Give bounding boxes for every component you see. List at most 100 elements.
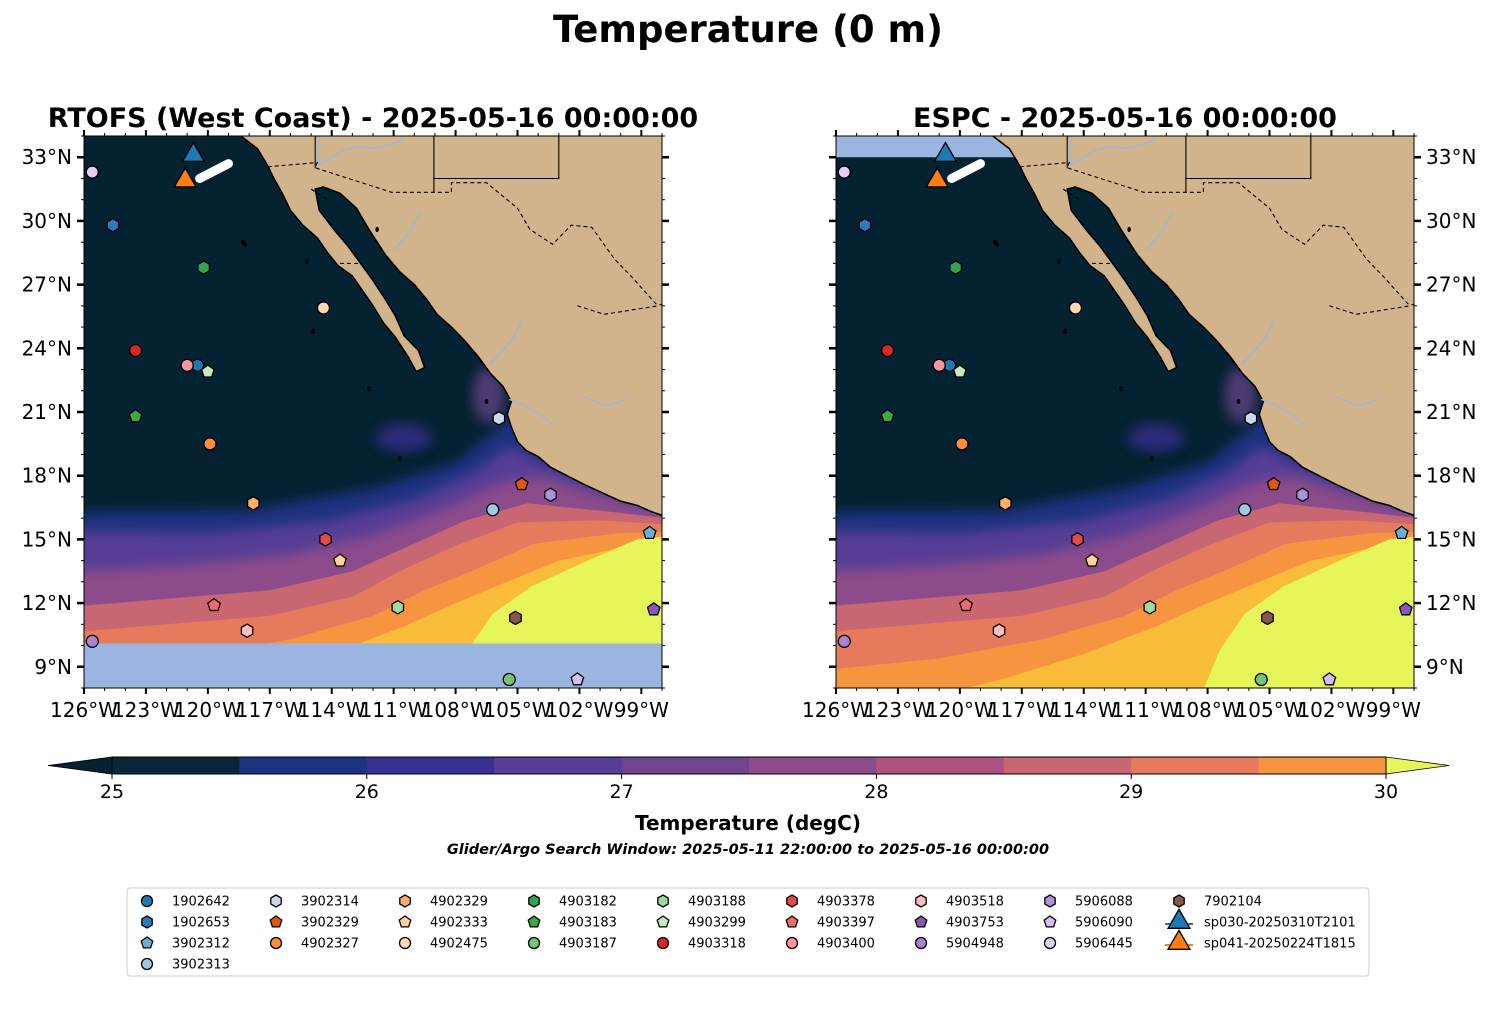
search-window-caption: Glider/Argo Search Window: 2025-05-11 22… [447, 842, 1049, 858]
legend-item: 1902642 [140, 895, 230, 910]
island [398, 456, 402, 462]
x-tick-label: 123°W [864, 698, 932, 722]
legend-marker [657, 894, 669, 908]
legend-item: 4902475 [398, 937, 488, 952]
colorbar-segment [749, 757, 877, 774]
float-marker-5906445 [85, 165, 99, 179]
legend-marker [527, 915, 541, 928]
river-line [1145, 212, 1174, 252]
legend-marker [1043, 915, 1057, 928]
legend-item: 4903299 [656, 915, 746, 931]
legend-item: 4903397 [785, 915, 875, 931]
island [367, 386, 371, 392]
legend-items: 1902642 1902653 3902312 3902313 3902314 39023… [140, 894, 1356, 973]
legend-marker [1166, 929, 1192, 950]
colorbar: 25 26 27 28 29 30 [47, 756, 1450, 803]
national-border [486, 136, 560, 180]
float-marker-4903318 [128, 343, 143, 358]
legend-label: 4903183 [559, 916, 617, 931]
markers-rtofs [85, 141, 661, 687]
island [311, 328, 315, 334]
y-tick-label: 33°N [22, 145, 72, 169]
legend-marker [1173, 894, 1185, 908]
float-marker-4903188 [1143, 599, 1157, 615]
x-tick-label: 111°W [360, 698, 428, 722]
island [305, 258, 309, 264]
national-border [1238, 136, 1312, 180]
colorbar-segment [1258, 757, 1387, 774]
legend-label: 1902653 [172, 916, 230, 931]
legend-item: sp030-20250310T2101 [1165, 908, 1356, 931]
y-tick-label: 18°N [22, 464, 72, 488]
legend-label: 4902475 [430, 937, 488, 952]
legend-item: sp041-20250224T1815 [1165, 929, 1356, 952]
colorbar-tick-label: 25 [100, 781, 124, 803]
axes-espc: 126°W123°W120°W117°W114°W111°W108°W105°W… [802, 130, 1476, 722]
float-marker-3902329 [1266, 476, 1281, 491]
float-marker-3902313 [1238, 503, 1252, 517]
colorbar-extend-min [47, 756, 113, 775]
legend-label: 5906090 [1075, 916, 1133, 931]
legend-item: 1902653 [141, 915, 230, 931]
legend-label: 4903753 [946, 916, 1004, 931]
legend-label: 7902104 [1204, 895, 1262, 910]
legend-label: 3902329 [301, 916, 359, 931]
island [1127, 226, 1131, 233]
legend-item: 4902333 [398, 915, 488, 931]
no-data-region [84, 643, 662, 688]
float-marker-3902329 [514, 476, 529, 491]
x-tick-label: 120°W [174, 698, 242, 722]
float-marker-4903299 [200, 364, 215, 378]
legend-label: 4903187 [559, 937, 617, 952]
river-line [1240, 320, 1275, 366]
y-tick-label: 9°N [34, 655, 72, 679]
float-marker-3902312 [1394, 525, 1409, 540]
colorbar-segment [239, 757, 368, 774]
state-border [1019, 161, 1414, 306]
legend-marker [1166, 908, 1192, 929]
no-data-region [836, 136, 1035, 158]
island [243, 241, 247, 247]
float-marker-4903183 [880, 408, 895, 423]
legend-marker [914, 936, 928, 950]
legend-marker [656, 915, 670, 928]
float-marker-5904948 [85, 634, 99, 648]
legend-item: 5906445 [1043, 937, 1133, 952]
x-tick-label: 126°W [50, 698, 118, 722]
y-tick-label: 30°N [22, 209, 72, 233]
legend-label: 4903400 [817, 937, 875, 952]
legend-item: 4903318 [656, 936, 746, 952]
river-line [488, 320, 523, 366]
legend-label: 4902333 [430, 916, 488, 931]
colorbar-segment [1003, 757, 1132, 774]
legend-label: 3902312 [172, 937, 230, 952]
legend-marker [785, 936, 799, 950]
glider-track [195, 159, 233, 183]
colorbar-segment [494, 757, 623, 774]
float-marker-5906445 [837, 165, 851, 179]
float-marker-4903400 [180, 358, 194, 372]
island [1057, 258, 1061, 264]
y-tick-label: 27°N [22, 273, 72, 297]
legend-item: 3902313 [140, 958, 230, 973]
float-marker-3902314 [1244, 411, 1258, 426]
legend-marker [656, 936, 670, 950]
island [1150, 456, 1154, 462]
legend-label: 4903188 [688, 895, 746, 910]
legend-label: 4902329 [430, 895, 488, 910]
float-marker-sp041-20250224T1815 [173, 166, 198, 188]
x-tick-label: 102°W [545, 698, 613, 722]
legend-item: 4903378 [786, 894, 875, 910]
x-tick-label: 99°W [1366, 698, 1421, 722]
legend-marker [140, 936, 154, 949]
legend-marker [141, 915, 153, 929]
legend-label: sp030-20250310T2101 [1204, 916, 1356, 931]
float-marker-5906090 [1322, 672, 1337, 686]
legend-item: 4903400 [785, 936, 875, 952]
legend-marker [915, 894, 927, 908]
float-marker-4902329 [998, 495, 1012, 511]
land-mass [988, 136, 1414, 517]
float-marker-4903183 [128, 408, 143, 423]
colorbar-segment [112, 757, 240, 774]
legend-marker [269, 936, 283, 950]
